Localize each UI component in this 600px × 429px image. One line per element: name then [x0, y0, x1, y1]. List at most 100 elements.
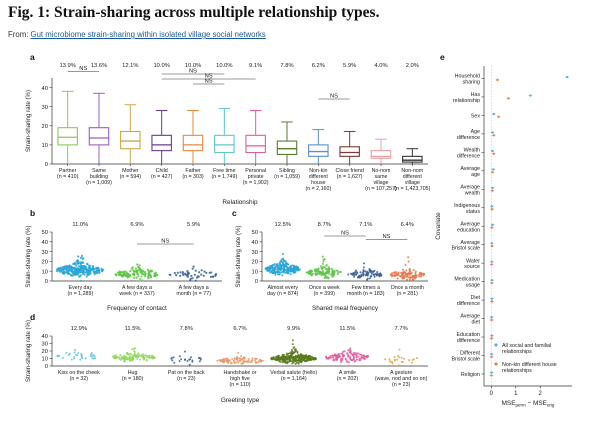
swarm-dot	[332, 354, 335, 357]
swarm-dot	[320, 268, 323, 271]
swarm-dot	[83, 273, 86, 276]
swarm-dot	[128, 274, 132, 277]
swarm-dot	[308, 355, 311, 358]
swarm-dot	[322, 265, 325, 268]
swarm-dot	[412, 268, 415, 272]
swarm-dot	[286, 266, 289, 269]
swarm-dot	[280, 271, 283, 274]
swarm-dot	[130, 267, 133, 270]
swarm-dot	[132, 272, 135, 275]
box-rect	[245, 134, 266, 154]
panel-label-a: a	[30, 52, 35, 62]
swarm-group	[56, 349, 97, 361]
covariate-label-line: usage	[466, 283, 480, 289]
box-pct-label: 12.1%	[122, 63, 138, 69]
swarm-dot	[358, 357, 361, 360]
x-tick-label: A few days a week (n = 337)	[119, 285, 154, 297]
x-tick-label-line: Same	[92, 168, 106, 174]
swarm-dot	[254, 359, 257, 362]
swarm-dot	[123, 357, 126, 360]
swarm-dot	[294, 362, 297, 365]
box-1: 13.9% Partner (n = 410)	[57, 63, 79, 180]
swarm-dot	[282, 354, 285, 357]
y-tick-label: 40	[252, 240, 258, 246]
swarm-dot	[345, 360, 348, 362]
x-tick-label-line: (n = 2,160)	[305, 186, 331, 192]
covariate-dot	[492, 152, 495, 155]
source-link[interactable]: Gut microbiome strain-sharing within iso…	[30, 30, 266, 39]
x-tick-label-line: (n = 399)	[314, 291, 336, 297]
swarm-dot	[396, 277, 399, 280]
swarm-dot	[302, 359, 305, 362]
swarm-dot	[129, 359, 132, 362]
x-tick-label: 0	[490, 391, 494, 397]
x-tick-label-line: (n = 1,423,705)	[394, 186, 430, 192]
covariate-label-line: Religion	[461, 372, 480, 378]
swarm-dot	[331, 272, 334, 275]
swarm-dot	[323, 273, 326, 276]
swarm-dot	[198, 356, 201, 359]
covariate-dot	[491, 223, 494, 227]
swarm-dot	[397, 354, 400, 357]
covariate-dot	[490, 281, 494, 285]
panel-label-e: e	[440, 52, 445, 62]
swarm-dot	[123, 359, 126, 362]
swarm-dot	[170, 357, 173, 360]
swarm-dot	[396, 274, 399, 277]
x-axis-label-mid: − MSE	[526, 400, 547, 407]
x-tick-label-line: A few days a	[122, 285, 152, 291]
x-axis-label-main: MSE	[502, 400, 516, 407]
swarm-dot	[338, 355, 341, 358]
swarm-dot	[73, 356, 76, 358]
covariate-label: Medication usage	[454, 277, 480, 289]
box-11: 4.0% No-nom same village (n = 107,257)	[365, 63, 397, 192]
swarm-group	[270, 339, 317, 365]
box-rect	[339, 146, 360, 157]
swarm-dot	[168, 273, 171, 276]
covariate-label: Average wealth	[460, 184, 480, 196]
swarm-dot	[79, 279, 83, 282]
y-tick-label: 50	[42, 230, 48, 236]
swarm-dot	[238, 357, 241, 360]
swarm-dot	[293, 271, 296, 274]
swarm-dot	[136, 269, 139, 272]
swarm-dot	[287, 356, 290, 359]
swarm-dot	[75, 264, 78, 267]
x-tick-label-line: (wave, nod and so on)	[375, 376, 428, 382]
swarm-dot	[364, 358, 367, 361]
swarm-dot	[151, 354, 154, 357]
swarm-dot	[283, 266, 286, 269]
swarm-pct-label: 11.5%	[339, 326, 355, 332]
swarm-dot	[222, 361, 224, 364]
swarm-group	[384, 348, 418, 367]
swarm-dot	[86, 262, 89, 265]
swarm-dot	[139, 271, 142, 274]
swarm-dot	[337, 353, 340, 356]
swarm-dot	[194, 269, 197, 272]
swarm-dot	[126, 351, 128, 354]
swarm-dot	[364, 270, 367, 273]
swarm-pct-label: 7.1%	[359, 222, 372, 228]
swarm-dot	[79, 256, 83, 259]
swarm-dot	[255, 361, 258, 364]
swarm-dot	[270, 271, 273, 274]
swarm-dot	[398, 348, 401, 351]
covariate-dot	[492, 134, 495, 137]
x-axis-label: Shared meal frequency	[312, 305, 379, 312]
swarm-dot	[352, 272, 355, 275]
x-tick-label-line: (n = 23)	[177, 376, 196, 382]
swarm-group	[325, 347, 370, 364]
covariate-label-line: Average	[460, 184, 480, 190]
swarm-dot	[284, 360, 287, 363]
swarm-dot	[84, 271, 87, 274]
swarm-dot	[348, 351, 351, 354]
swarm-dot	[391, 362, 394, 365]
legend-marker	[494, 362, 498, 366]
swarm-dot	[278, 360, 281, 363]
swarm-dot	[404, 263, 407, 266]
swarm-dot	[330, 267, 333, 270]
swarm-dot	[334, 357, 337, 360]
swarm-dot	[373, 269, 376, 272]
swarm-dot	[62, 268, 65, 271]
swarm-dot	[116, 356, 119, 359]
